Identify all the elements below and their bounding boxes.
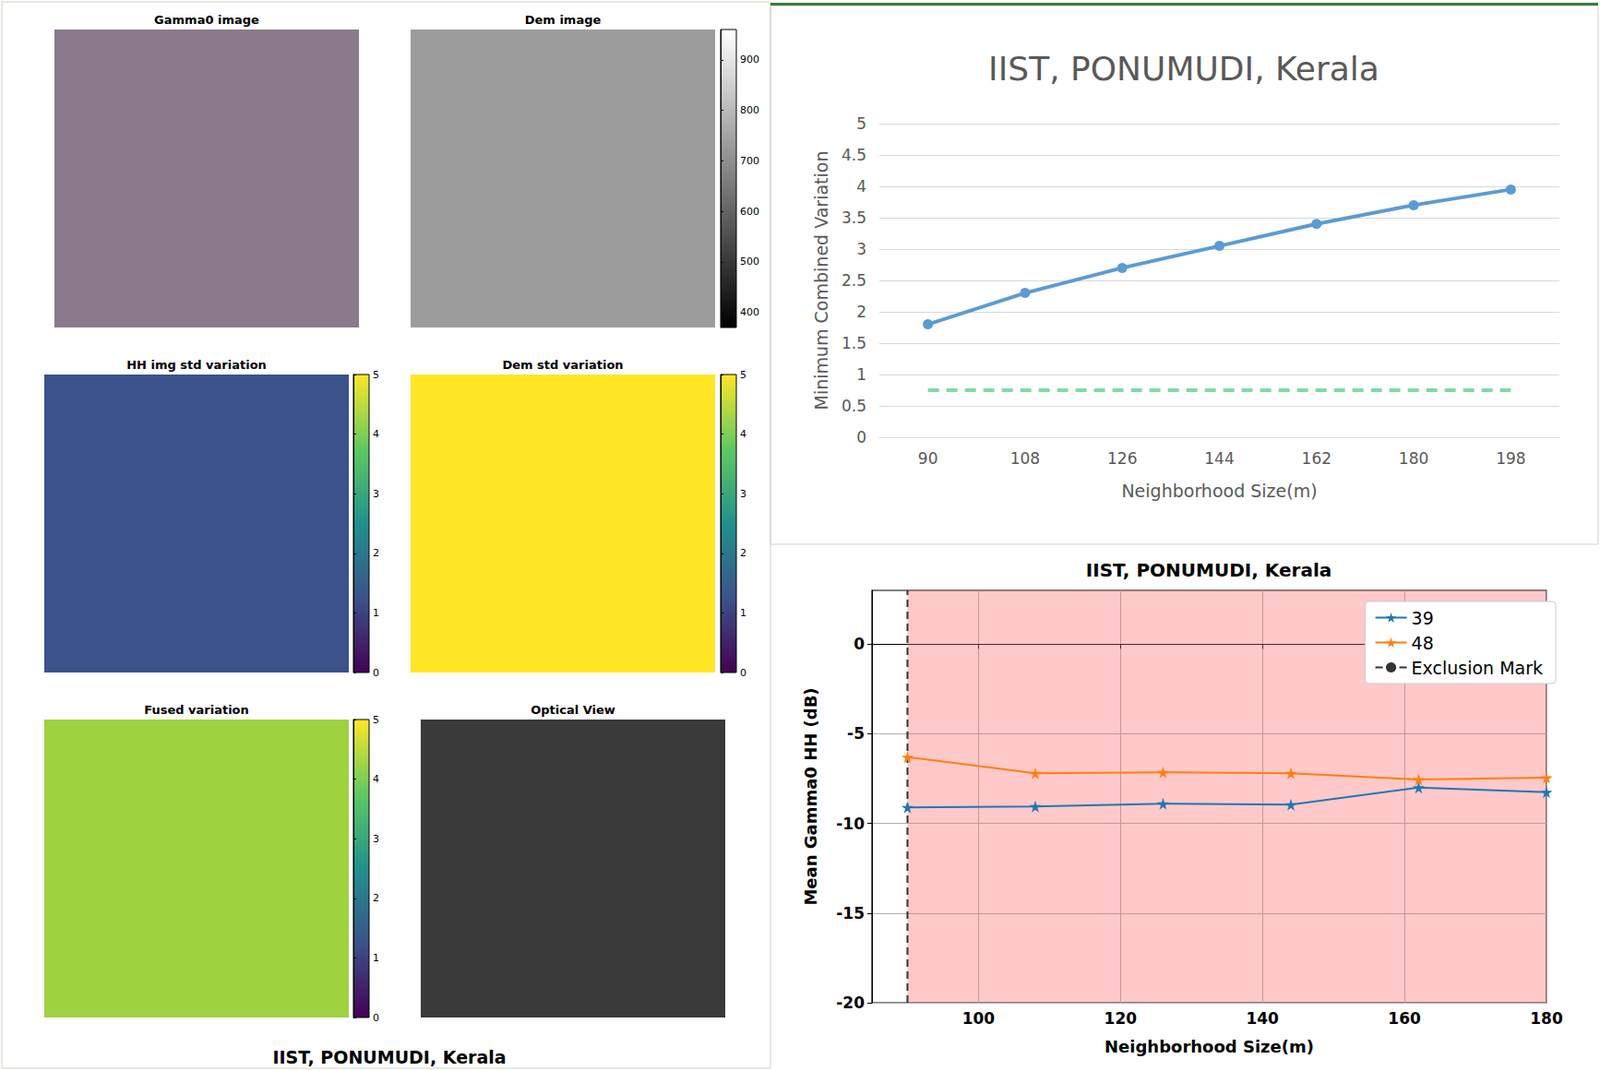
svg-text:-20: -20 [835, 993, 865, 1013]
svg-text:126: 126 [1107, 449, 1137, 468]
svg-text:5: 5 [856, 114, 867, 133]
svg-text:39: 39 [1411, 608, 1434, 629]
svg-text:3: 3 [372, 488, 380, 501]
svg-text:4: 4 [372, 773, 380, 786]
svg-text:2.5: 2.5 [841, 271, 867, 290]
svg-text:500: 500 [740, 255, 760, 268]
svg-text:144: 144 [1204, 449, 1234, 468]
svg-text:108: 108 [1010, 449, 1040, 468]
svg-text:1.5: 1.5 [841, 334, 867, 353]
svg-text:HH img std variation: HH img std variation [126, 358, 267, 372]
svg-text:Fused variation: Fused variation [143, 703, 250, 717]
svg-text:162: 162 [1301, 449, 1332, 468]
svg-text:4: 4 [740, 428, 747, 441]
svg-text:4: 4 [856, 177, 867, 196]
svg-text:Minimum Combined Variation: Minimum Combined Variation [811, 151, 832, 411]
svg-text:0: 0 [740, 667, 747, 680]
svg-text:IIST, PONUMUDI, Kerala: IIST, PONUMUDI, Kerala [988, 49, 1380, 88]
svg-text:0: 0 [856, 428, 867, 447]
svg-text:2: 2 [856, 302, 867, 322]
svg-text:Neighborhood Size(m): Neighborhood Size(m) [1104, 1037, 1314, 1057]
svg-text:3: 3 [740, 488, 747, 501]
svg-text:Neighborhood Size(m): Neighborhood Size(m) [1121, 480, 1317, 502]
svg-text:900: 900 [740, 53, 760, 66]
svg-text:2: 2 [372, 547, 380, 560]
svg-text:Gamma0 image: Gamma0 image [154, 12, 260, 27]
svg-text:1: 1 [372, 952, 380, 965]
svg-text:-5: -5 [847, 724, 865, 743]
svg-text:Mean Gamma0 HH (dB): Mean Gamma0 HH (dB) [800, 687, 821, 906]
svg-text:4.5: 4.5 [841, 145, 867, 165]
svg-text:700: 700 [740, 155, 760, 168]
svg-text:IIST, PONUMUDI, Kerala: IIST, PONUMUDI, Kerala [1086, 559, 1332, 582]
svg-text:0: 0 [372, 1012, 380, 1025]
svg-text:48: 48 [1411, 632, 1434, 654]
svg-text:0: 0 [372, 667, 380, 680]
svg-text:-10: -10 [835, 814, 865, 834]
svg-text:160: 160 [1387, 1009, 1421, 1028]
svg-text:Optical View: Optical View [530, 703, 616, 717]
svg-text:120: 120 [1104, 1009, 1138, 1028]
svg-text:180: 180 [1529, 1009, 1564, 1028]
svg-text:1: 1 [856, 365, 867, 384]
svg-text:2: 2 [372, 892, 380, 905]
svg-text:5: 5 [372, 714, 380, 727]
svg-text:IIST, PONUMUDI, Kerala: IIST, PONUMUDI, Kerala [272, 1047, 506, 1068]
svg-text:Exclusion Mark: Exclusion Mark [1411, 657, 1543, 679]
svg-text:3: 3 [856, 239, 867, 259]
svg-text:800: 800 [740, 104, 760, 117]
svg-text:3.5: 3.5 [841, 208, 867, 227]
svg-text:100: 100 [962, 1009, 996, 1028]
svg-text:140: 140 [1245, 1009, 1279, 1028]
svg-text:90: 90 [918, 449, 939, 468]
svg-text:3: 3 [372, 833, 380, 846]
svg-text:400: 400 [740, 306, 760, 319]
svg-text:5: 5 [372, 369, 380, 382]
svg-text:4: 4 [372, 428, 380, 441]
svg-text:600: 600 [740, 205, 760, 218]
svg-text:0.5: 0.5 [841, 396, 867, 416]
svg-text:180: 180 [1398, 449, 1429, 468]
svg-text:5: 5 [740, 369, 747, 382]
svg-text:0: 0 [853, 634, 865, 654]
svg-text:2: 2 [740, 547, 747, 560]
svg-text:-15: -15 [835, 904, 865, 923]
svg-text:1: 1 [372, 607, 380, 620]
svg-text:Dem image: Dem image [525, 12, 602, 27]
svg-text:1: 1 [740, 607, 747, 620]
svg-text:Dem std variation: Dem std variation [501, 358, 623, 372]
svg-text:198: 198 [1495, 449, 1526, 468]
